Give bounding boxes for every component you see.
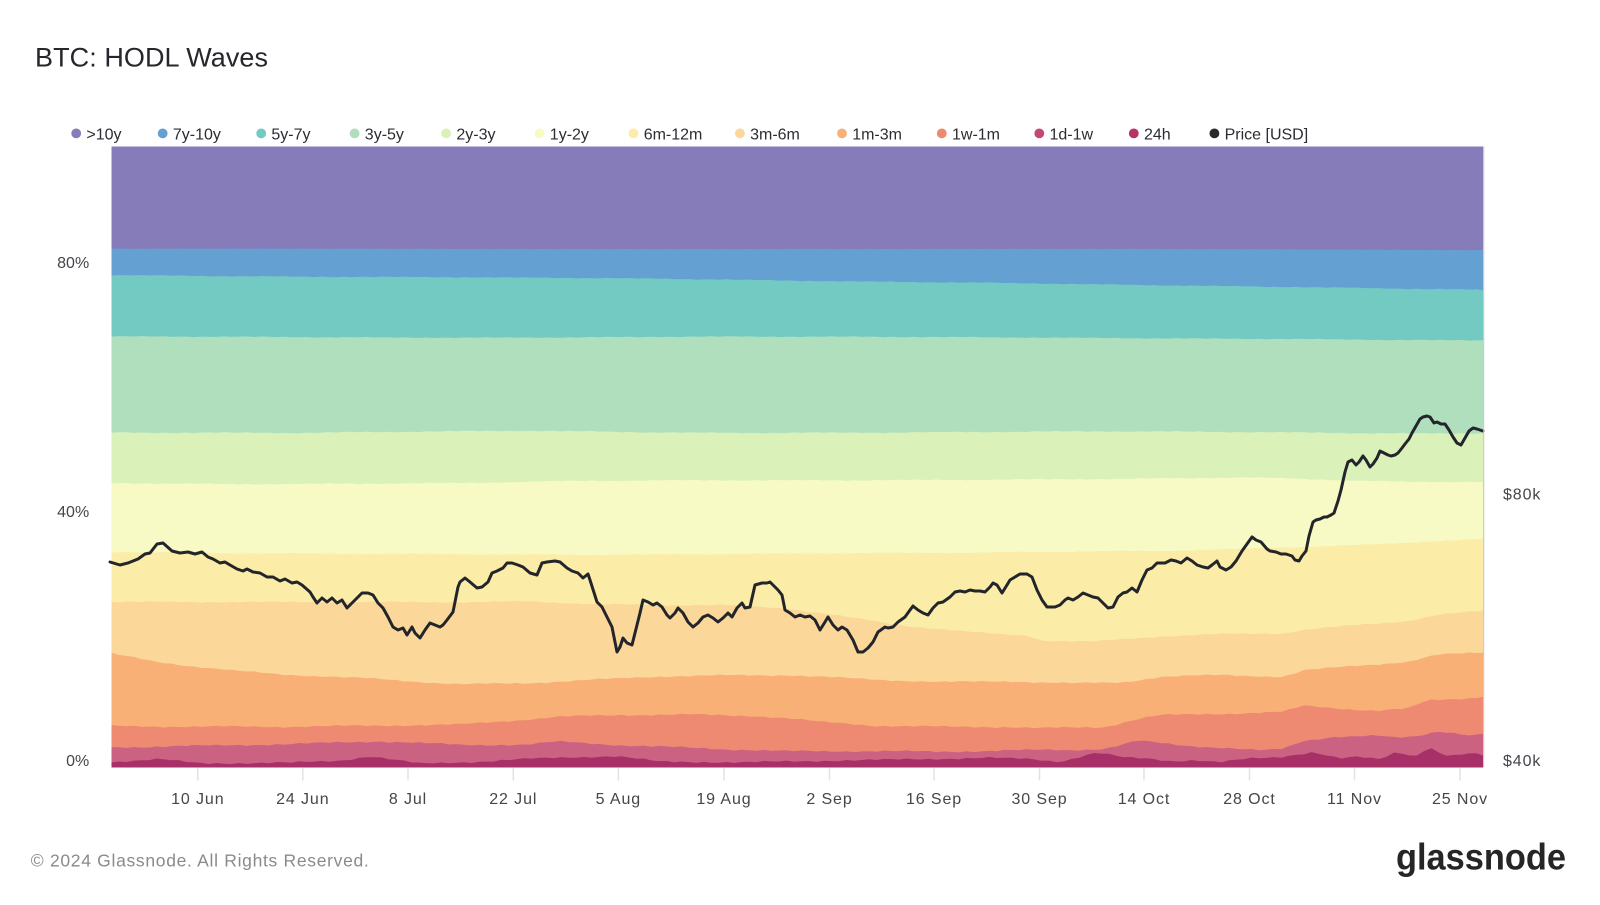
svg-text:1y-2y: 1y-2y — [550, 126, 589, 143]
svg-text:24 Jun: 24 Jun — [276, 791, 329, 808]
svg-text:2y-3y: 2y-3y — [456, 126, 495, 143]
svg-text:1d-1w: 1d-1w — [1050, 126, 1094, 143]
svg-text:7y-10y: 7y-10y — [173, 126, 221, 143]
svg-text:10 Jun: 10 Jun — [171, 791, 224, 808]
svg-text:40%: 40% — [57, 504, 89, 521]
svg-text:25 Nov: 25 Nov — [1432, 791, 1488, 808]
svg-text:22 Jul: 22 Jul — [489, 791, 537, 808]
svg-text:>10y: >10y — [86, 126, 121, 143]
svg-text:19 Aug: 19 Aug — [696, 791, 751, 808]
svg-text:3y-5y: 3y-5y — [365, 126, 404, 143]
svg-text:1m-3m: 1m-3m — [852, 126, 902, 143]
svg-text:11 Nov: 11 Nov — [1327, 791, 1382, 808]
svg-text:© 2024 Glassnode. All Rights R: © 2024 Glassnode. All Rights Reserved. — [31, 850, 369, 870]
svg-text:glassnode: glassnode — [1396, 835, 1566, 877]
svg-text:5 Aug: 5 Aug — [596, 791, 641, 808]
svg-text:3m-6m: 3m-6m — [750, 126, 800, 143]
svg-text:16 Sep: 16 Sep — [906, 791, 962, 808]
svg-text:2 Sep: 2 Sep — [806, 791, 852, 808]
svg-text:$80k: $80k — [1503, 487, 1541, 504]
svg-text:1w-1m: 1w-1m — [952, 126, 1000, 143]
svg-text:8 Jul: 8 Jul — [389, 791, 427, 808]
svg-text:80%: 80% — [57, 255, 89, 272]
svg-text:Price [USD]: Price [USD] — [1225, 126, 1309, 143]
svg-text:6m-12m: 6m-12m — [644, 126, 703, 143]
svg-text:14 Oct: 14 Oct — [1118, 791, 1171, 808]
svg-text:BTC: HODL Waves: BTC: HODL Waves — [35, 43, 268, 73]
svg-text:$40k: $40k — [1503, 753, 1541, 770]
svg-text:24h: 24h — [1144, 126, 1171, 143]
svg-text:30 Sep: 30 Sep — [1011, 791, 1067, 808]
svg-text:0%: 0% — [66, 753, 89, 770]
svg-text:5y-7y: 5y-7y — [271, 126, 310, 143]
svg-text:28 Oct: 28 Oct — [1223, 791, 1276, 808]
